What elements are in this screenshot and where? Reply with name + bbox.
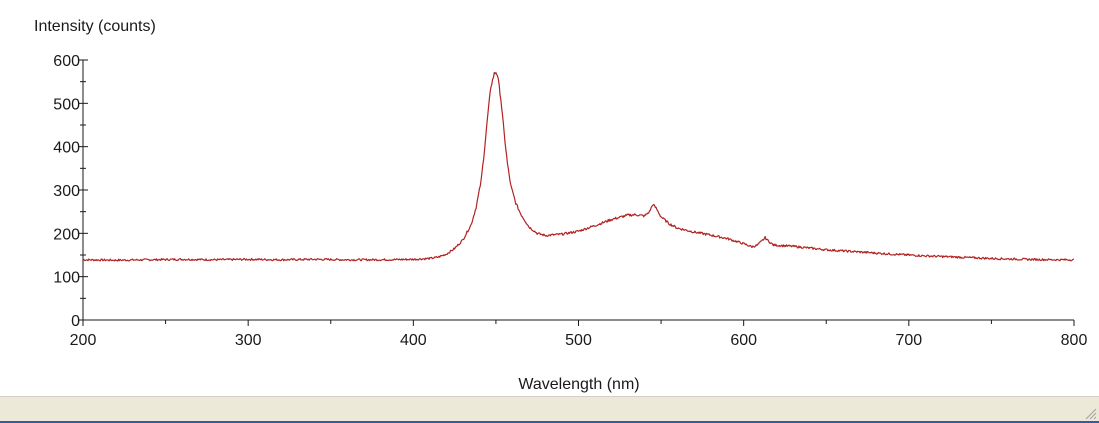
x-tick-label: 300 (235, 332, 262, 349)
spectrum-line (82, 72, 1075, 262)
x-tick-label: 400 (400, 332, 427, 349)
y-tick-label: 0 (71, 313, 80, 330)
y-tick-label: 200 (53, 226, 80, 243)
x-tick-label: 800 (1061, 332, 1088, 349)
spectrum-chart: Intensity (counts) Wavelength (nm) 200 30… (34, 18, 1087, 393)
resize-grip-icon[interactable] (1083, 406, 1097, 420)
x-tick-label: 500 (565, 332, 592, 349)
y-tick-label: 600 (53, 53, 80, 70)
status-bar (0, 396, 1099, 423)
x-axis-label: Wavelength (nm) (518, 376, 639, 393)
y-tick-label: 300 (53, 183, 80, 200)
y-tick-label: 500 (53, 96, 80, 113)
y-axis-label: Intensity (counts) (34, 18, 156, 35)
chart-axes: 200 300 400 500 600 700 800 0 100 200 300 400 500 600 (53, 53, 1087, 349)
x-tick-label: 600 (730, 332, 757, 349)
y-tick-label: 400 (53, 140, 80, 157)
y-tick-label: 100 (53, 270, 80, 287)
status-bar-accent (0, 421, 1099, 423)
x-tick-label: 700 (895, 332, 922, 349)
x-tick-label: 200 (70, 332, 97, 349)
plot-area (82, 72, 1075, 262)
